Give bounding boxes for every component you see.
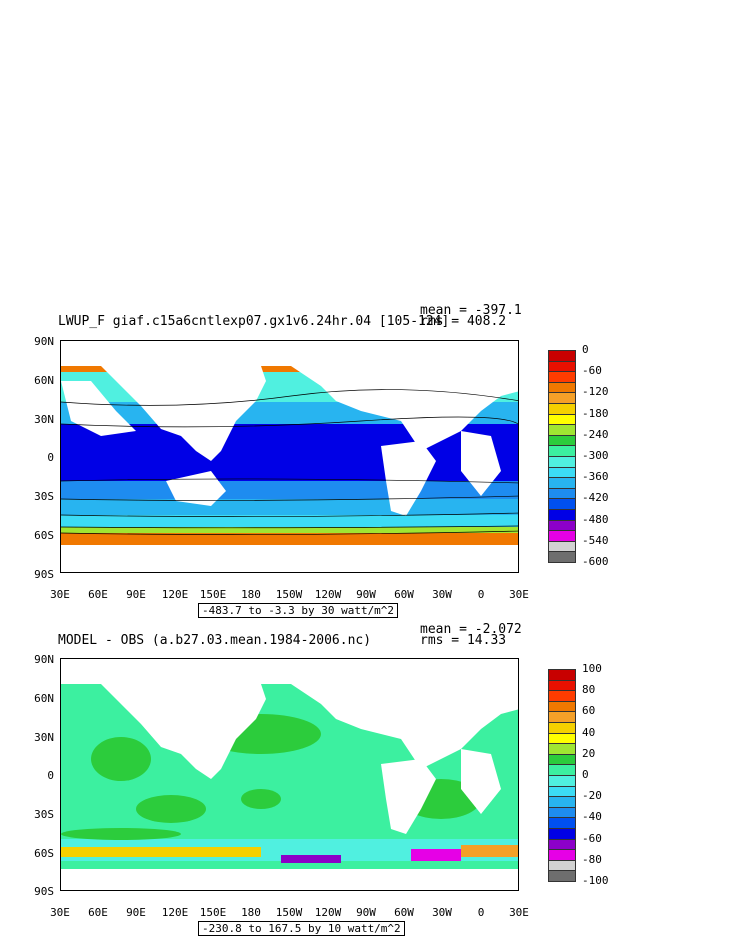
y-label-90s: 90S (34, 885, 54, 898)
x-label-30e-end: 30E (509, 906, 529, 919)
colorbar-label: 80 (582, 683, 596, 697)
x-label-120e: 120E (161, 588, 189, 601)
colorbar-swatch (548, 551, 576, 563)
x-label-90e: 90E (126, 588, 146, 601)
colorbar (548, 350, 576, 563)
colorbar-label: -300 (582, 449, 609, 462)
colorbar-label: -360 (582, 470, 609, 484)
x-label-90w: 90W (356, 588, 376, 601)
colorbar-label: 0 (582, 343, 589, 356)
colorbar-label: -120 (582, 385, 609, 399)
y-label-30n: 30N (34, 731, 54, 744)
colorbar-label: -240 (582, 427, 609, 441)
plot-title: MODEL - OBS (a.b27.03.mean.1984-2006.nc) (58, 633, 372, 648)
colorbar-label: -60 (582, 831, 602, 845)
x-label-150e: 150E (199, 906, 227, 919)
y-label-30s: 30S (34, 808, 54, 821)
x-label-150e: 150E (199, 588, 227, 601)
colorbar-label: -80 (582, 852, 602, 866)
x-label-120w: 120W (314, 588, 342, 601)
x-label-30e: 30E (50, 906, 70, 919)
contour-info: -230.8 to 167.5 by 10 watt/m^2 (198, 921, 405, 936)
mean-value: mean = -2.072 (420, 622, 522, 637)
colorbar-label: -20 (582, 789, 602, 803)
x-label-60w: 60W (394, 906, 414, 919)
y-label-60n: 60N (34, 374, 54, 387)
y-label-90n: 90N (34, 335, 54, 348)
x-label-60e: 60E (88, 588, 108, 601)
y-label-30s: 30S (34, 490, 54, 503)
colorbar-label: -420 (582, 491, 609, 505)
x-label-30w: 30W (432, 906, 452, 919)
x-label-0: 0 (477, 906, 485, 919)
colorbar-swatch (548, 870, 576, 882)
colorbar-label: -40 (582, 810, 602, 824)
contour-info: -483.7 to -3.3 by 30 watt/m^2 (198, 603, 399, 618)
map-field (61, 341, 518, 572)
colorbar-label: 100 (582, 662, 602, 675)
colorbar-label: -60 (582, 364, 602, 378)
colorbar-label: -100 (582, 874, 609, 887)
x-label-150w: 150W (275, 906, 303, 919)
x-label-180: 180 (241, 588, 261, 601)
colorbar-label: 20 (582, 746, 596, 760)
y-label-0: 0 (47, 451, 54, 464)
x-label-90w: 90W (356, 906, 376, 919)
x-label-30e-end: 30E (509, 588, 529, 601)
colorbar (548, 669, 576, 882)
x-label-30w: 30W (432, 588, 452, 601)
rms-value: rms = 14.33 (420, 633, 507, 648)
y-label-30n: 30N (34, 413, 54, 426)
rms-value: rms = 408.2 (420, 314, 507, 329)
x-label-120e: 120E (161, 906, 189, 919)
plot-title: LWUP_F giaf.c15a6cntlexp07.gx1v6.24hr.04… (58, 314, 450, 329)
colorbar-label: -600 (582, 555, 609, 568)
map-frame (60, 658, 519, 891)
colorbar-label: 60 (582, 704, 596, 718)
x-label-150w: 150W (275, 588, 303, 601)
y-label-90n: 90N (34, 653, 54, 666)
x-label-90e: 90E (126, 906, 146, 919)
colorbar-label: 40 (582, 725, 596, 739)
y-label-60n: 60N (34, 692, 54, 705)
x-label-60w: 60W (394, 588, 414, 601)
mean-value: mean = -397.1 (420, 303, 522, 318)
x-label-180: 180 (241, 906, 261, 919)
map-frame (60, 340, 519, 573)
colorbar-label: -180 (582, 406, 609, 420)
y-label-60s: 60S (34, 847, 54, 860)
colorbar-label: -480 (582, 512, 609, 526)
panel-top: mean = -397.1 LWUP_F giaf.c15a6cntlexp07… (34, 303, 609, 618)
colorbar-label: 0 (582, 768, 589, 781)
y-label-60s: 60S (34, 529, 54, 542)
x-label-120w: 120W (314, 906, 342, 919)
x-label-30e: 30E (50, 588, 70, 601)
map-field (61, 659, 518, 890)
x-label-60e: 60E (88, 906, 108, 919)
y-label-0: 0 (47, 769, 54, 782)
x-label-0: 0 (477, 588, 485, 601)
colorbar-label: -540 (582, 533, 609, 547)
y-label-90s: 90S (34, 568, 54, 581)
